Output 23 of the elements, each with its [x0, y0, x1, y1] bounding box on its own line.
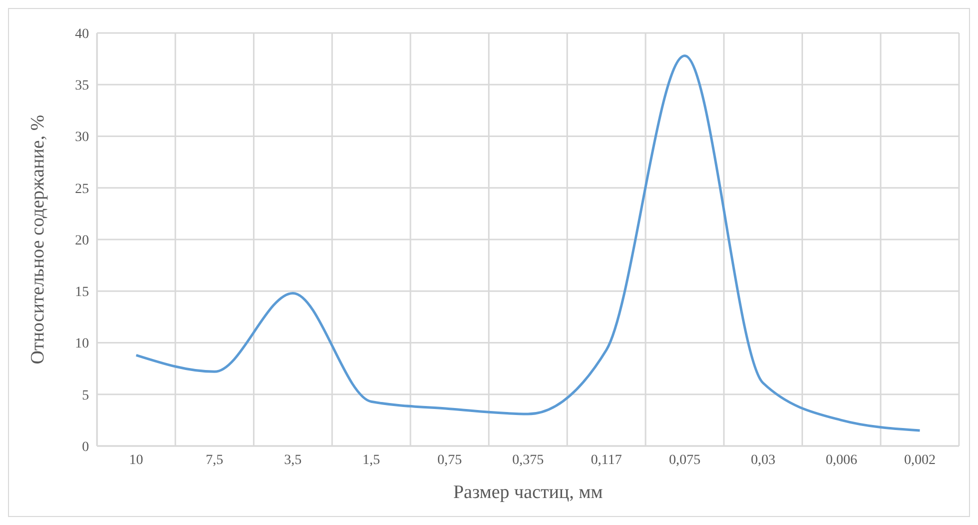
x-tick-label: 7,5 [206, 452, 224, 468]
y-tick-label: 0 [82, 440, 89, 455]
x-tick-label: 0,075 [668, 452, 700, 468]
y-axis-title: Относительное содержание, % [28, 114, 49, 364]
x-tick-label: 0,117 [590, 452, 622, 468]
line-series [134, 54, 922, 432]
y-tick-label: 20 [75, 233, 89, 248]
x-tick-label: 0,75 [437, 452, 462, 468]
y-tick-label: 5 [82, 388, 89, 404]
x-tick-label: 0,03 [750, 452, 776, 468]
x-tick-label: 0,002 [904, 452, 936, 468]
x-tick-label: 0,375 [512, 452, 544, 468]
x-tick-label: 0,006 [826, 452, 858, 468]
y-tick-label: 35 [75, 78, 89, 94]
y-tick-label: 30 [75, 130, 89, 146]
y-tick-label: 25 [75, 182, 89, 197]
x-tick-label: 3,5 [284, 452, 302, 468]
y-tick-label: 15 [75, 285, 89, 300]
y-tick-label: 10 [75, 336, 89, 352]
x-axis-title: Размер частиц, мм [453, 482, 603, 503]
y-tick-label: 40 [75, 26, 89, 42]
x-tick-label: 1,5 [362, 452, 380, 468]
x-tick-label: 10 [129, 452, 144, 468]
